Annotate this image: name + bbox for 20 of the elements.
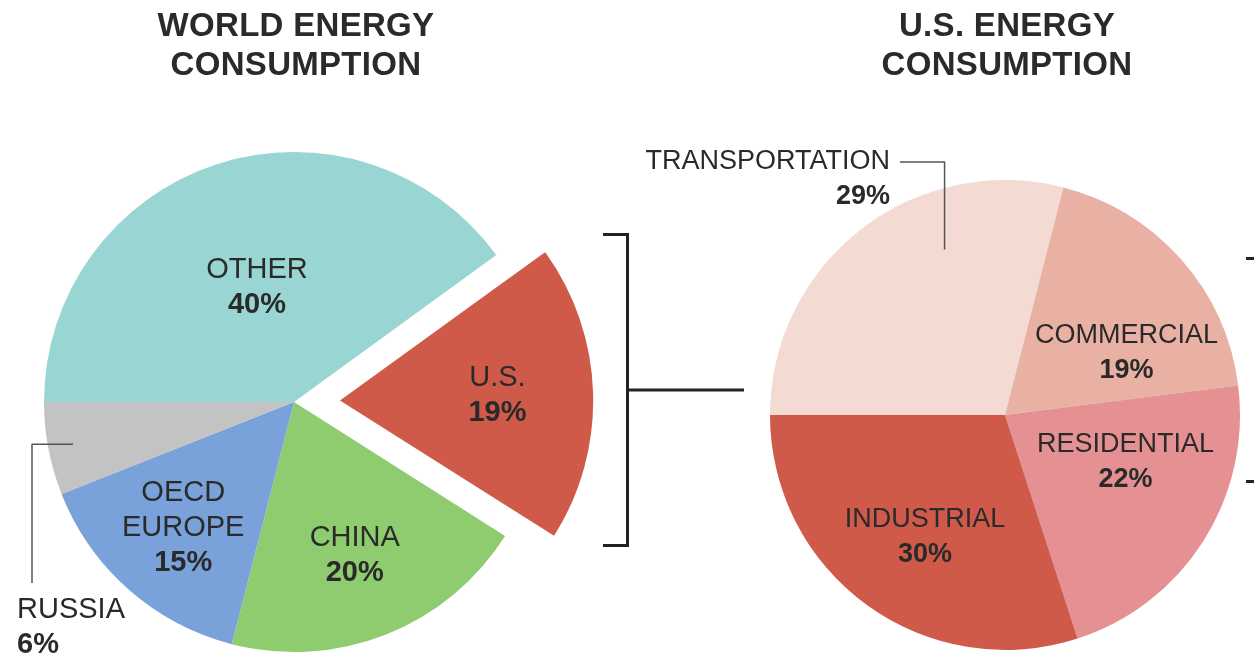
data-label: 30% <box>897 537 953 568</box>
slice-label: RUSSIA <box>17 592 126 624</box>
data-label: 19% <box>1099 354 1154 384</box>
chart-title: U.S. ENERGY CONSUMPTION <box>880 5 1134 83</box>
data-label: 20% <box>325 554 384 587</box>
data-label: 19% <box>468 395 527 428</box>
slice-label: COMMERCIAL <box>1034 319 1218 349</box>
slice-label: U.S. <box>469 360 526 393</box>
data-label: 22% <box>1098 462 1153 493</box>
data-label: 15% <box>154 544 213 577</box>
slice-label: TRANSPORTATION <box>645 145 891 176</box>
data-label: 29% <box>836 180 891 211</box>
data-label: 6% <box>17 627 60 657</box>
slice-label: CHINA <box>309 519 401 552</box>
slice-label: OTHER <box>206 252 308 285</box>
chart-title: WORLD ENERGY CONSUMPTION <box>156 5 436 83</box>
data-label: 40% <box>227 287 287 320</box>
slice-label: OECD EUROPE <box>121 474 245 542</box>
slice-label: RESIDENTIAL <box>1036 427 1214 458</box>
slice-label: INDUSTRIAL <box>844 502 1006 533</box>
